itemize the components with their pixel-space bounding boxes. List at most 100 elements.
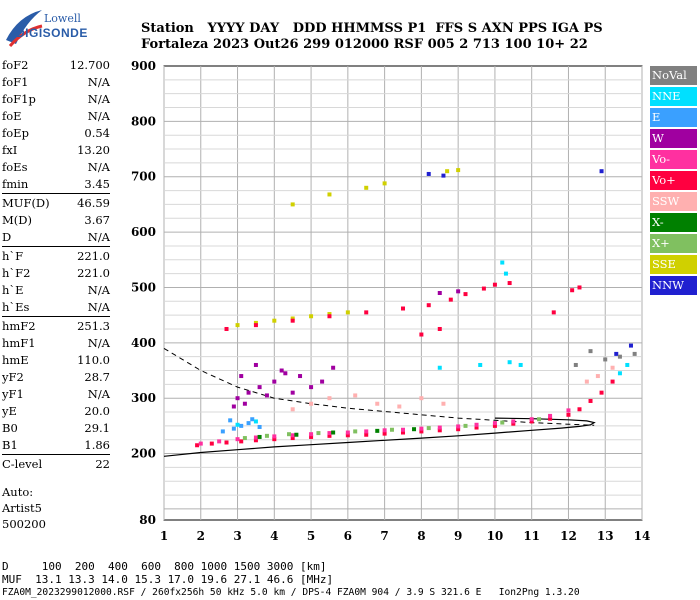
point-x-	[242, 436, 247, 441]
point-vo-	[382, 428, 387, 433]
y-tick-label: 900	[131, 59, 156, 73]
param-value: 1.86	[84, 438, 110, 452]
point-noval	[573, 362, 578, 367]
autoscaler-name: Artist5	[2, 501, 42, 515]
point-vo-	[492, 421, 497, 426]
point-sse	[327, 312, 332, 317]
point-w	[320, 379, 325, 384]
autoscaler-version: 500200	[2, 517, 46, 531]
point-vo-	[511, 421, 516, 426]
plot-frame	[163, 65, 643, 521]
point-nne	[253, 419, 258, 424]
point-f-trace-vo-	[253, 323, 258, 328]
param-key: foEp	[2, 126, 29, 140]
param-value: N/A	[87, 92, 110, 106]
point-w	[242, 401, 247, 406]
point-f-trace-vo-	[570, 288, 575, 293]
y-tick-label: 800	[131, 114, 156, 128]
point-f-trace-vo-	[401, 306, 405, 311]
y-tick-label: 300	[131, 391, 156, 405]
point-ssw	[309, 401, 314, 406]
param-value: 110.0	[77, 353, 110, 367]
param-row-fof1p: foF1p N/A	[2, 91, 110, 108]
param-value: N/A	[87, 75, 110, 89]
param-key: foEs	[2, 160, 28, 174]
point-f-trace-vo-	[507, 281, 512, 286]
point-vo-	[492, 423, 497, 428]
point-vo-	[529, 417, 534, 422]
point-vo-	[577, 407, 582, 412]
point-nnw	[599, 169, 604, 174]
point-w	[264, 393, 269, 398]
param-row-ye: yE 20.0	[2, 403, 110, 420]
point-nnw	[441, 173, 446, 178]
x-tick-label: 5	[307, 529, 315, 543]
logo-swoosh-icon	[6, 10, 43, 47]
profile-solid-line	[163, 417, 596, 457]
param-row-hmf1: hmF1 N/A	[2, 335, 110, 352]
param-key: foF1p	[2, 92, 36, 106]
param-value: N/A	[87, 109, 110, 123]
x-tick-label: 9	[454, 529, 462, 543]
legend-item-noval: NoVal	[650, 66, 697, 85]
polarization-legend: NoVal NNE E W Vo- Vo+ SSW X- X+ SSE NNW	[650, 66, 697, 297]
param-row-fxi: fxI 13.20	[2, 142, 110, 159]
point-e	[231, 426, 236, 431]
param-row-foe: foE N/A	[2, 108, 110, 125]
point-x-	[287, 432, 292, 437]
point-x-	[257, 434, 262, 439]
y-tick-label: 600	[131, 225, 156, 239]
param-row-b1: B1 1.86	[2, 437, 110, 454]
point-f-trace-vo-	[224, 326, 229, 331]
point-w	[257, 385, 262, 390]
param-key: foE	[2, 109, 22, 123]
x-tick-label: 11	[523, 529, 540, 543]
point-sse	[345, 310, 350, 315]
x-tick-label: 13	[597, 529, 614, 543]
param-value: 221.0	[77, 249, 110, 263]
x-tick-label: 3	[233, 529, 241, 543]
point-x-	[294, 432, 299, 437]
point-sse	[364, 185, 369, 190]
point-sse	[382, 181, 387, 186]
param-key: B0	[2, 421, 18, 435]
footer-file-row: FZA0M_2023299012000.RSF / 260fx256h 50 k…	[2, 587, 580, 598]
point-sse	[456, 168, 461, 173]
point-vo-	[548, 416, 553, 421]
param-value: 221.0	[77, 266, 110, 280]
param-key: hmF2	[2, 319, 36, 333]
param-key: hmE	[2, 353, 29, 367]
y-tick-label: 500	[131, 280, 156, 294]
param-value: 46.59	[77, 196, 110, 210]
point-vo-	[474, 422, 479, 427]
point-vo-	[529, 419, 534, 424]
legend-item-vo: Vo+	[650, 171, 697, 190]
point-x-	[353, 429, 358, 434]
point-nnw	[628, 343, 633, 348]
param-key: yE	[2, 404, 17, 418]
lowell-digisonde-logo: Lowell DIGISONDE	[4, 6, 114, 50]
param-separator	[2, 316, 110, 317]
point-f-trace-vo-	[364, 310, 369, 315]
point-nne	[235, 422, 240, 427]
auto-label: Auto:	[2, 485, 34, 499]
point-vo-	[382, 431, 387, 436]
point-f-trace-vo-	[463, 292, 468, 297]
param-value: N/A	[87, 300, 110, 314]
point-ssw	[375, 401, 380, 406]
point-vo-	[327, 431, 332, 436]
param-key: yF1	[2, 387, 24, 401]
point-vo-	[272, 437, 277, 442]
legend-item-sse: SSE	[650, 255, 697, 274]
x-tick-label: 2	[197, 529, 205, 543]
point-x-	[316, 431, 321, 436]
point-x-	[412, 427, 417, 432]
point-vo-	[437, 425, 442, 430]
point-ssw	[353, 393, 358, 398]
y-tick-label: 80	[139, 513, 156, 527]
point-vo-	[437, 428, 442, 433]
footer-d-row: D 100 200 400 600 800 1000 1500 3000 [km…	[2, 560, 327, 573]
point-nnw	[426, 171, 431, 176]
point-vo-	[309, 432, 314, 437]
point-ssw	[327, 396, 332, 401]
